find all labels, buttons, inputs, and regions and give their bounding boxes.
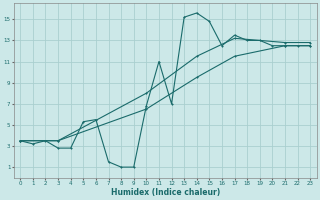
X-axis label: Humidex (Indice chaleur): Humidex (Indice chaleur) — [111, 188, 220, 197]
